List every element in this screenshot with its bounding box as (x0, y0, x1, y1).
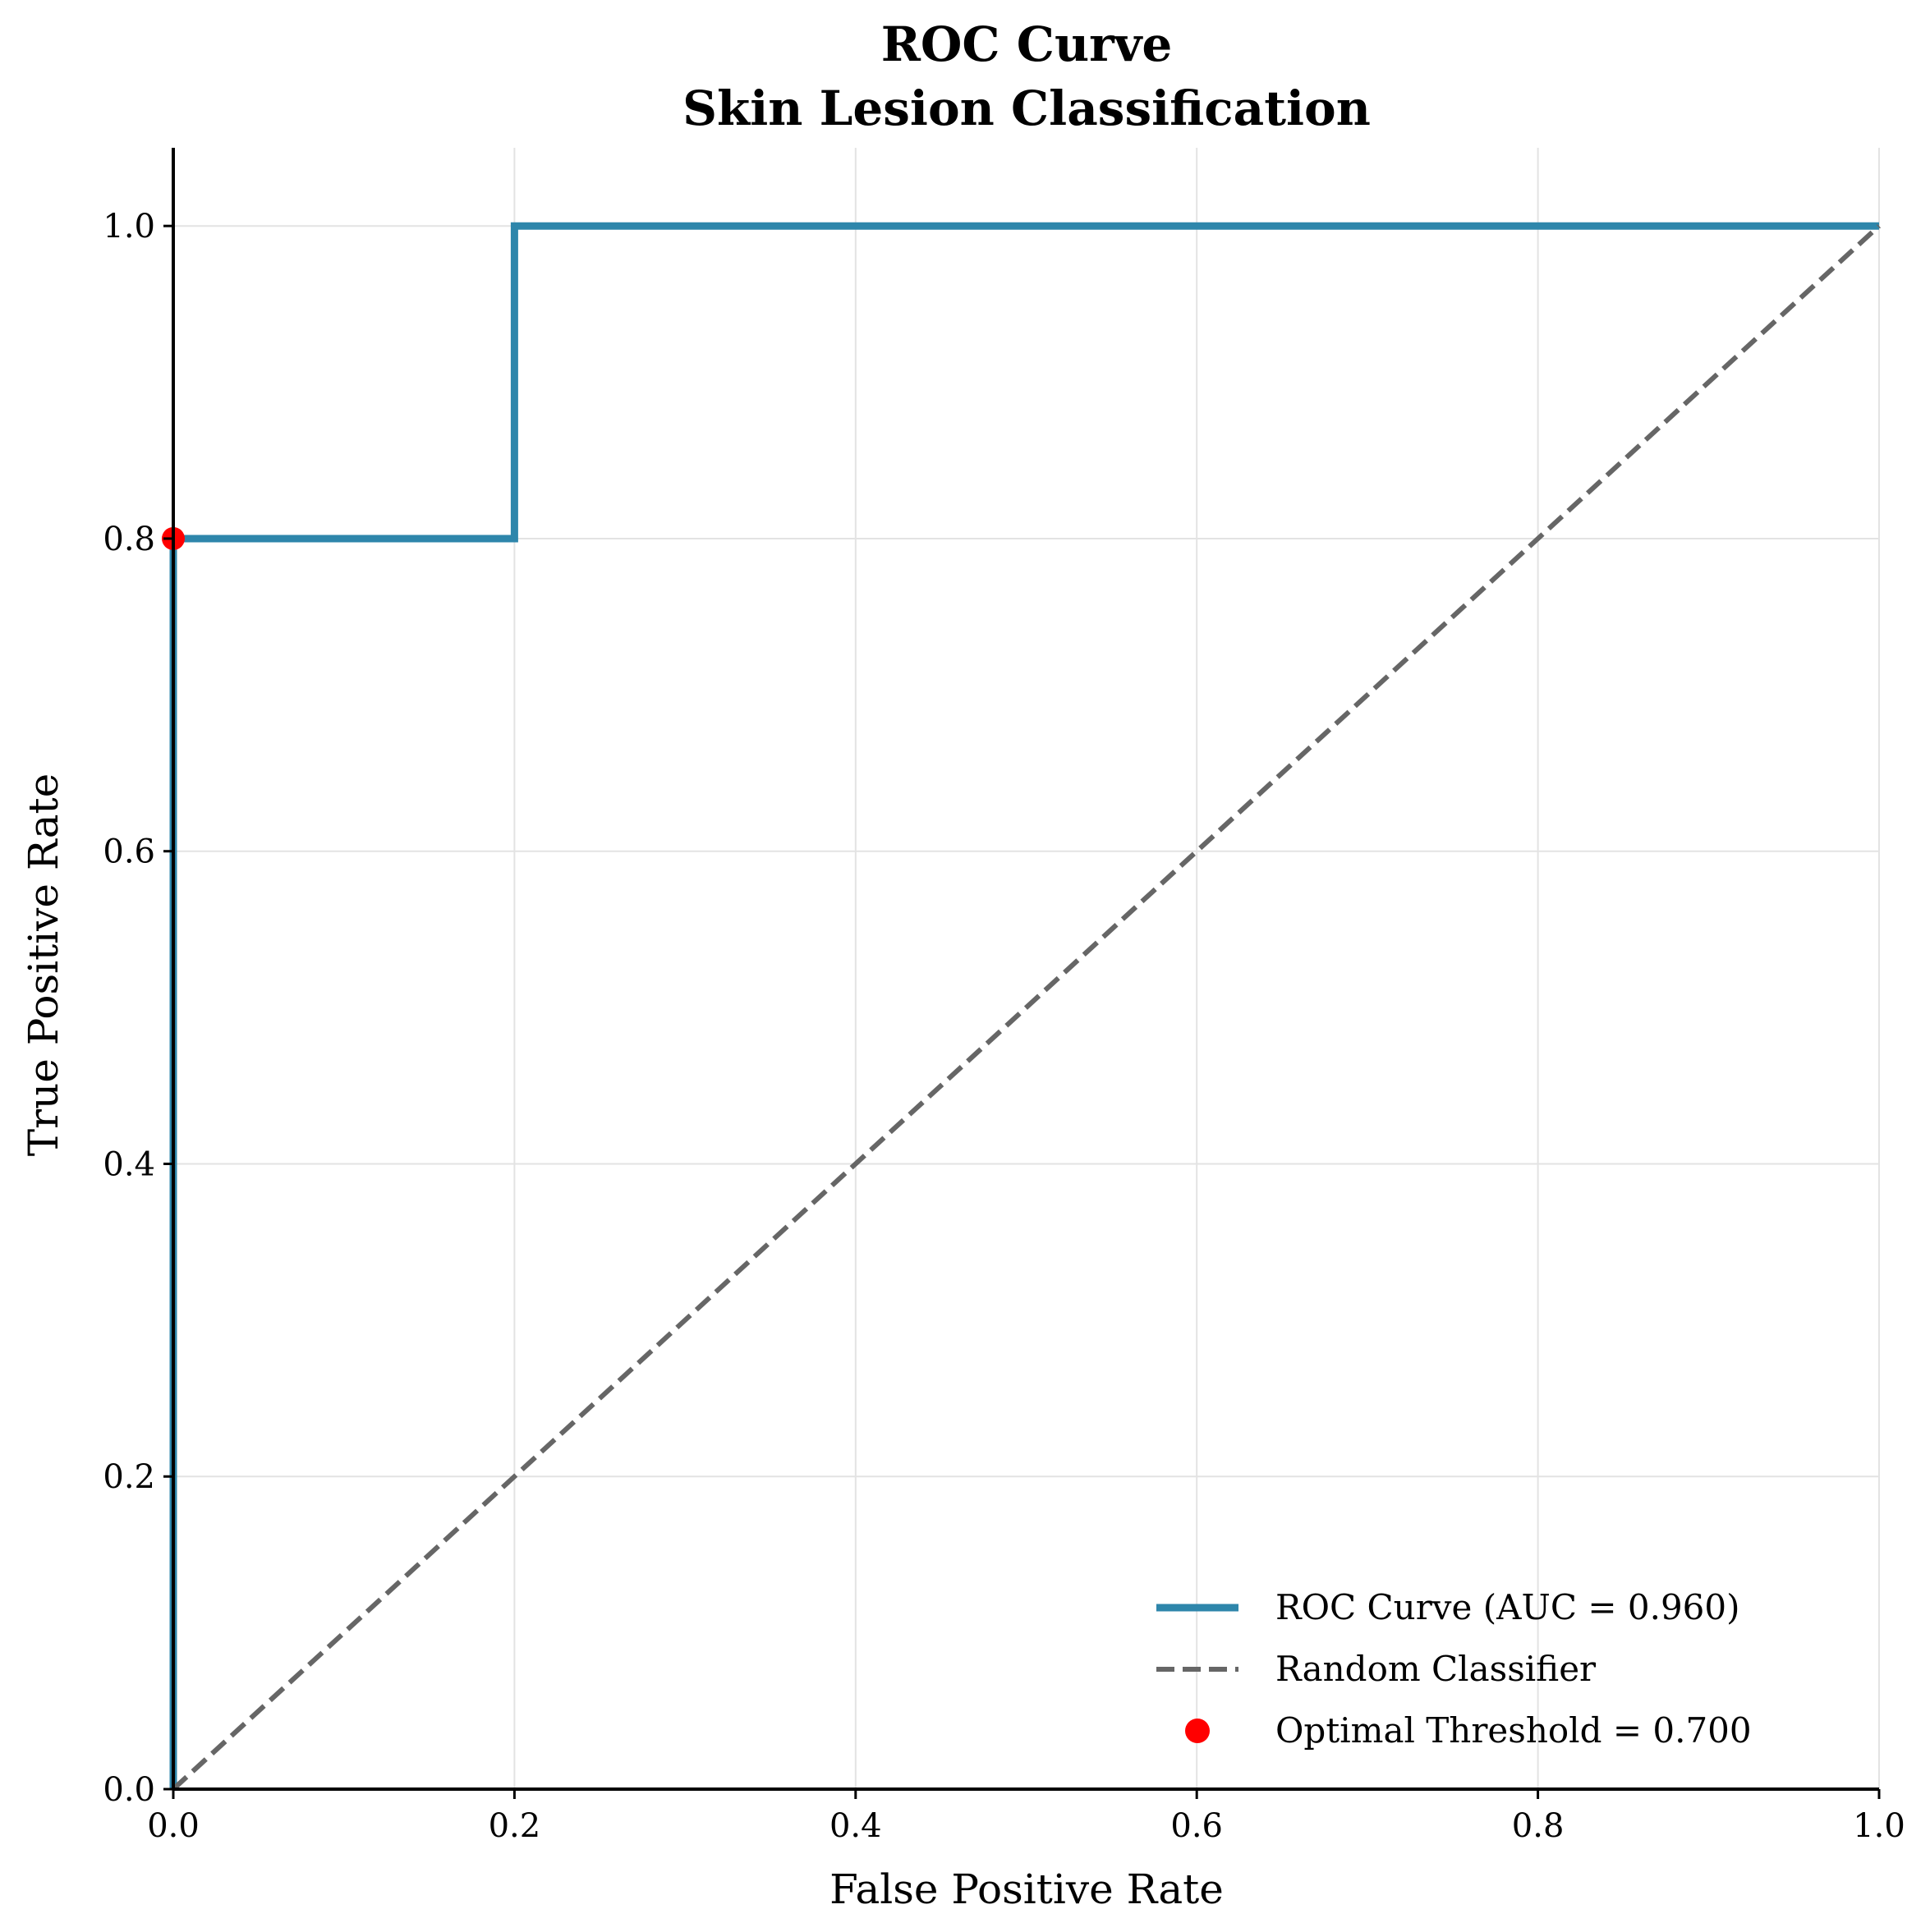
x-axis-label: False Positive Rate (829, 1865, 1224, 1913)
y-tick-label: 0.4 (103, 1145, 155, 1183)
y-tick-label: 0.2 (103, 1458, 155, 1496)
y-tick-label: 0.0 (103, 1771, 155, 1809)
legend-label: Optimal Threshold = 0.700 (1275, 1710, 1752, 1751)
y-axis-label: True Positive Rate (20, 773, 67, 1156)
legend-label: Random Classifier (1275, 1649, 1597, 1689)
series-layer (162, 222, 1882, 1792)
x-tick-label: 0.2 (489, 1807, 541, 1845)
y-tick-label: 0.6 (103, 833, 155, 871)
x-tick-label: 0.8 (1512, 1807, 1565, 1845)
y-tick-label: 0.8 (103, 521, 155, 558)
ticks: 0.0 0.2 0.4 0.6 0.8 1.0 0.0 0.2 0.4 0.6 0.8 1.0 (103, 208, 1905, 1845)
x-tick-label: 0.0 (147, 1807, 200, 1845)
y-tick-label: 1.0 (103, 208, 155, 246)
axes (172, 148, 1879, 1791)
x-tick-label: 1.0 (1853, 1807, 1905, 1845)
chart-title: ROC Curve (881, 16, 1173, 72)
x-tick-label: 0.4 (829, 1807, 882, 1845)
legend-label: ROC Curve (AUC = 0.960) (1275, 1587, 1740, 1627)
legend-marker-threshold (1185, 1719, 1210, 1743)
legend: ROC Curve (AUC = 0.960) Random Classifier… (1156, 1587, 1752, 1751)
chart-subtitle: Skin Lesion Classification (682, 80, 1371, 136)
x-tick-label: 0.6 (1170, 1807, 1223, 1845)
random-classifier-line (171, 223, 1882, 1792)
grid (172, 148, 1880, 1790)
